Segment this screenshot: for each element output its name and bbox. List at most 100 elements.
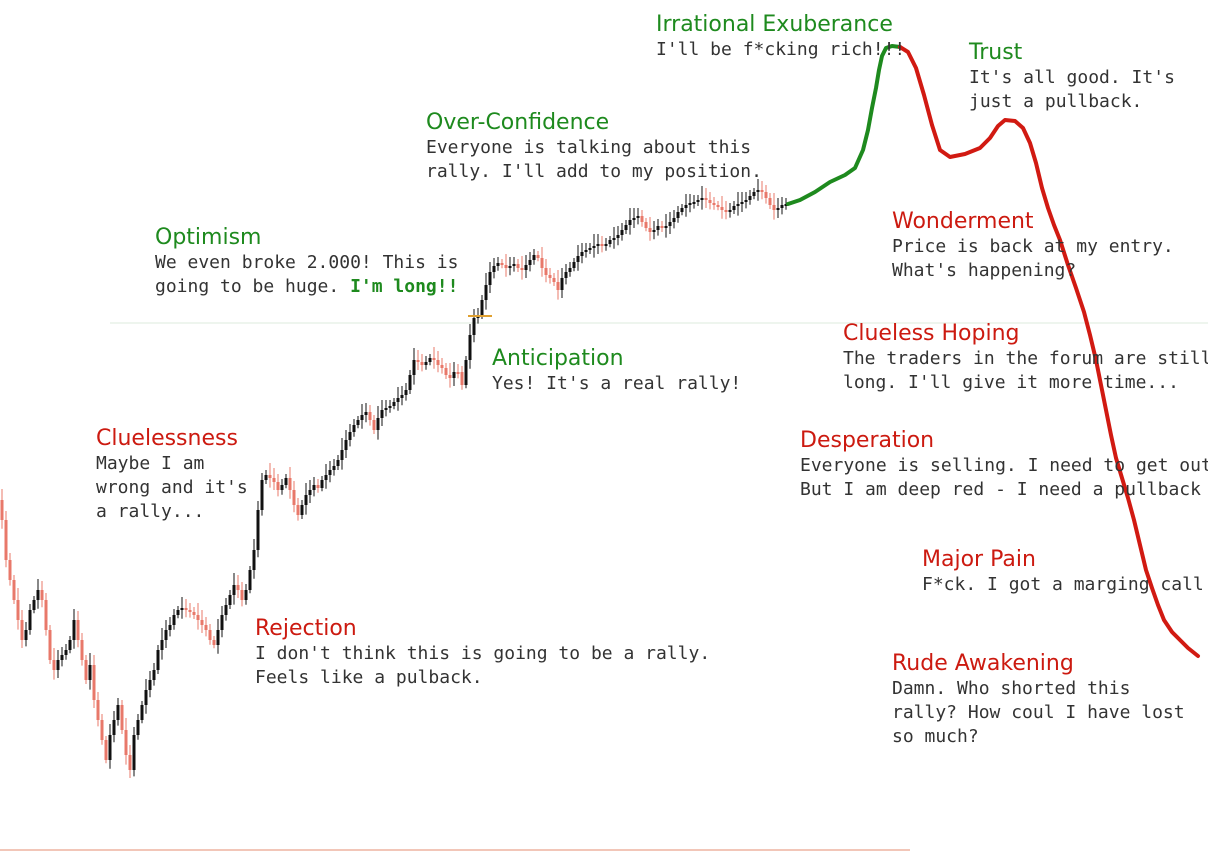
candle-body bbox=[732, 206, 736, 210]
candle bbox=[372, 415, 376, 434]
candle bbox=[208, 624, 212, 645]
candle bbox=[620, 223, 624, 241]
candle bbox=[416, 350, 420, 370]
candle bbox=[204, 617, 208, 637]
candle bbox=[716, 201, 720, 211]
candle bbox=[104, 736, 108, 764]
candle-body bbox=[260, 480, 264, 510]
candle bbox=[640, 210, 644, 227]
candle-body bbox=[620, 230, 624, 235]
candle bbox=[636, 208, 640, 225]
candle-body bbox=[724, 210, 728, 212]
label-title: Rejection bbox=[255, 616, 357, 641]
candle bbox=[544, 259, 548, 283]
candle bbox=[16, 588, 20, 630]
candle-body bbox=[104, 740, 108, 760]
candle-body bbox=[196, 615, 200, 620]
candle bbox=[624, 220, 628, 234]
candle bbox=[144, 679, 148, 714]
candle-body bbox=[736, 204, 740, 206]
candle-body bbox=[248, 570, 252, 590]
candle bbox=[524, 255, 528, 278]
candle-body bbox=[156, 650, 160, 670]
candle-body bbox=[308, 490, 312, 495]
candle-body bbox=[712, 203, 716, 205]
candle-body bbox=[288, 478, 292, 490]
candle-body bbox=[580, 252, 584, 256]
candle bbox=[116, 698, 120, 726]
candle-body bbox=[88, 665, 92, 680]
candle-body bbox=[740, 202, 744, 204]
label-text-line: long. I'll give it more time... bbox=[843, 371, 1208, 395]
candle-body bbox=[644, 222, 648, 228]
candle-body bbox=[716, 205, 720, 207]
candle bbox=[664, 214, 668, 238]
candle bbox=[4, 511, 8, 568]
candle bbox=[40, 581, 44, 608]
candle bbox=[80, 633, 84, 666]
label-title: Irrational Exuberance bbox=[656, 12, 893, 37]
candle bbox=[300, 500, 304, 519]
candle bbox=[24, 622, 28, 647]
candle-body bbox=[408, 375, 412, 390]
candle bbox=[156, 645, 160, 674]
candle-body bbox=[592, 246, 596, 248]
candle-body bbox=[324, 475, 328, 480]
candle-body bbox=[756, 190, 760, 192]
candle-body bbox=[56, 660, 60, 670]
candle bbox=[136, 714, 140, 740]
candle-body bbox=[564, 272, 568, 278]
candle-body bbox=[544, 268, 548, 275]
candle-body bbox=[748, 196, 752, 200]
label-text: We even broke 2.000! This is bbox=[155, 252, 459, 273]
candle bbox=[124, 718, 128, 765]
label-text-line: a rally... bbox=[96, 500, 248, 524]
candle bbox=[756, 179, 760, 201]
label-text-line: We even broke 2.000! This is bbox=[155, 251, 458, 275]
candle bbox=[368, 405, 372, 426]
candle-body bbox=[352, 425, 356, 432]
candle bbox=[304, 483, 308, 515]
candle-body bbox=[228, 595, 232, 605]
candle-body bbox=[472, 318, 476, 335]
label-text: so much? bbox=[892, 726, 979, 747]
candle-body bbox=[416, 360, 420, 362]
candle bbox=[224, 598, 228, 621]
candle bbox=[660, 221, 664, 232]
candle-body bbox=[604, 244, 608, 246]
candle-body bbox=[300, 505, 304, 515]
candle-body bbox=[768, 198, 772, 205]
label-rejection: Rejection I don't think this is going to … bbox=[255, 616, 710, 690]
label-text-line: just a pullback. bbox=[969, 90, 1175, 114]
candle bbox=[168, 617, 172, 637]
candle bbox=[108, 724, 112, 769]
candle-body bbox=[632, 218, 636, 220]
candle bbox=[732, 201, 736, 214]
label-title: Cluelessness bbox=[96, 426, 238, 451]
candle bbox=[60, 647, 64, 667]
candle-body bbox=[296, 505, 300, 515]
candle-body bbox=[240, 590, 244, 600]
candle bbox=[608, 236, 612, 248]
candle-body bbox=[744, 200, 748, 202]
candle-body bbox=[180, 608, 184, 610]
candle-body bbox=[108, 735, 112, 760]
candle bbox=[492, 258, 496, 279]
candle bbox=[512, 257, 516, 272]
candle bbox=[276, 474, 280, 497]
label-text-line: Damn. Who shorted this bbox=[892, 677, 1185, 701]
candle bbox=[172, 609, 176, 630]
candle-body bbox=[536, 255, 540, 258]
candle bbox=[324, 464, 328, 489]
candle-body bbox=[452, 372, 456, 378]
candle-body bbox=[776, 208, 780, 210]
candle-body bbox=[600, 244, 604, 246]
candle-body bbox=[344, 440, 348, 450]
candle bbox=[744, 192, 748, 209]
candle-body bbox=[700, 198, 704, 200]
candlesticks bbox=[0, 179, 788, 778]
label-cluelessness: Cluelessness Maybe I am wrong and it's a ra… bbox=[96, 426, 248, 524]
candle-body bbox=[460, 372, 464, 385]
candle bbox=[344, 430, 348, 458]
candle bbox=[264, 470, 268, 484]
